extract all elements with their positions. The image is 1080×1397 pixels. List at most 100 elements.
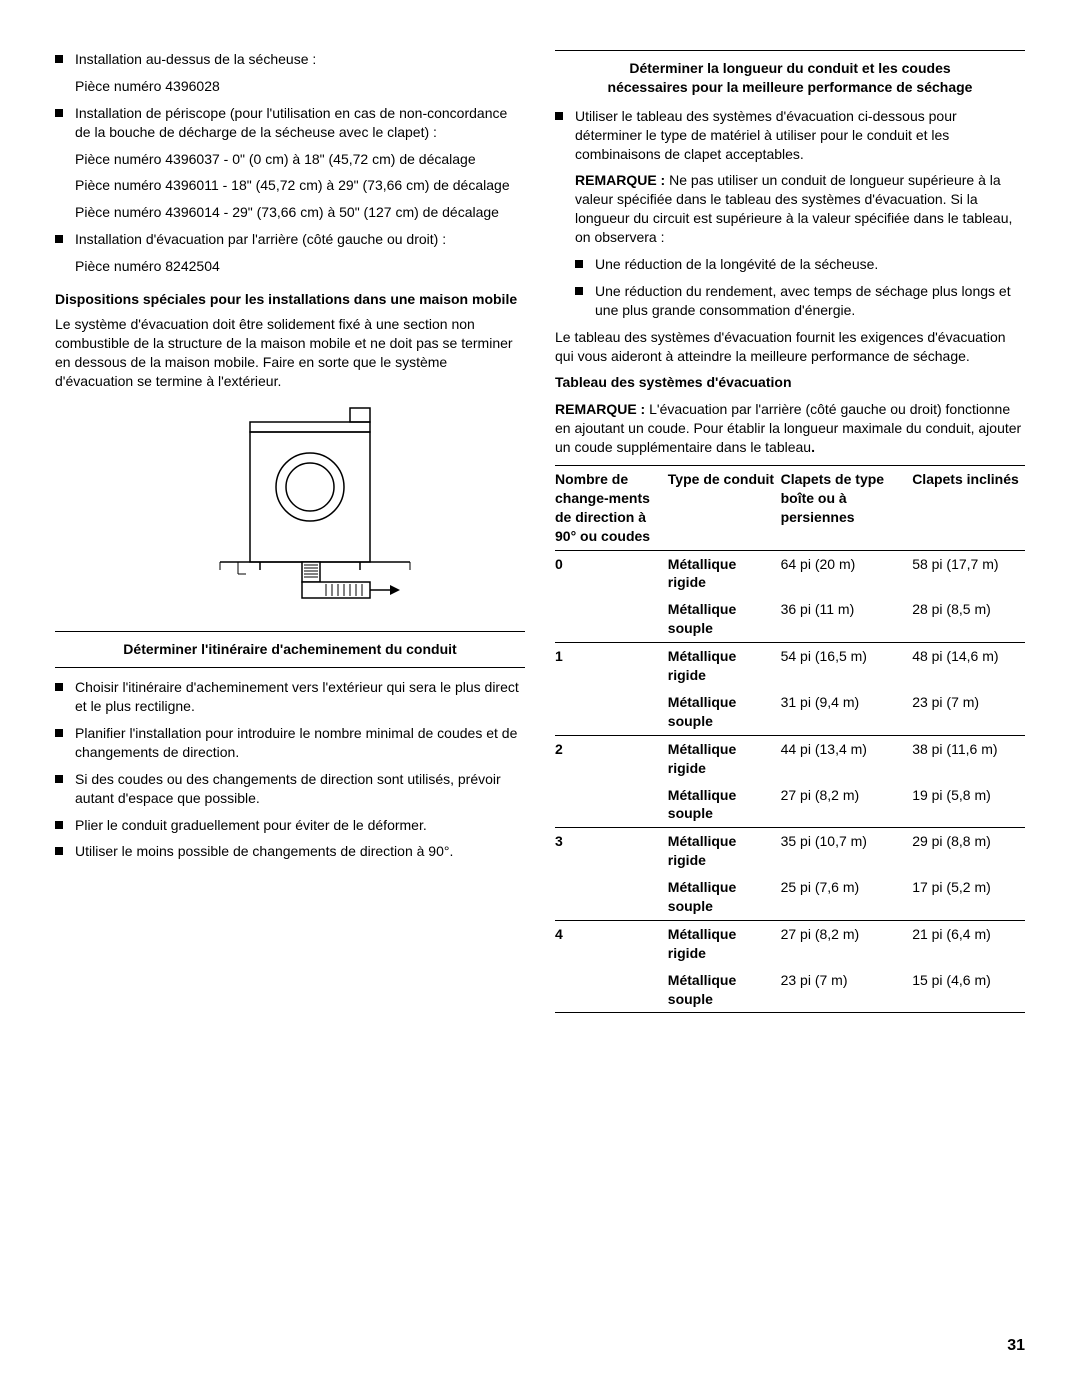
square-bullet-icon — [575, 287, 583, 295]
table-row: Métallique souple27 pi (8,2 m)19 pi (5,8… — [555, 782, 1025, 828]
part-number-text: Pièce numéro 4396014 - 29" (73,66 cm) à … — [75, 203, 525, 222]
cell-type: Métallique souple — [668, 874, 781, 920]
cell-angled-hoods: 19 pi (5,8 m) — [912, 782, 1025, 828]
cell-type: Métallique souple — [668, 596, 781, 642]
table-row: Métallique souple25 pi (7,6 m)17 pi (5,2… — [555, 874, 1025, 920]
right-title: Déterminer la longueur du conduit et les… — [555, 59, 1025, 97]
col-type: Type de conduit — [668, 466, 781, 551]
table-row: Métallique souple36 pi (11 m)28 pi (8,5 … — [555, 596, 1025, 642]
table-row: 4Métallique rigide27 pi (8,2 m)21 pi (6,… — [555, 920, 1025, 966]
cell-angled-hoods: 58 pi (17,7 m) — [912, 550, 1025, 596]
cell-type: Métallique rigide — [668, 550, 781, 596]
cell-box-hoods: 27 pi (8,2 m) — [781, 920, 913, 966]
remarque2-dot: . — [811, 439, 815, 455]
consequence-bullet: Une réduction de la longévité de la séch… — [595, 255, 1025, 274]
mobile-home-paragraph: Le système d'évacuation doit être solide… — [55, 315, 525, 391]
cell-type: Métallique rigide — [668, 735, 781, 781]
square-bullet-icon — [55, 235, 63, 243]
use-table-bullet: Utiliser le tableau des systèmes d'évacu… — [575, 107, 1025, 164]
install-bullet: Installation de périscope (pour l'utilis… — [75, 104, 525, 142]
remarque-label: REMARQUE : — [575, 172, 665, 188]
table-header-row: Nombre de change-ments de direction à 90… — [555, 466, 1025, 551]
col-turns: Nombre de change-ments de direction à 90… — [555, 466, 668, 551]
square-bullet-icon — [55, 821, 63, 829]
col-box-hoods: Clapets de type boîte ou à persiennes — [781, 466, 913, 551]
cell-box-hoods: 54 pi (16,5 m) — [781, 643, 913, 689]
cell-angled-hoods: 48 pi (14,6 m) — [912, 643, 1025, 689]
square-bullet-icon — [55, 683, 63, 691]
cell-turns: 4 — [555, 920, 668, 966]
cell-type: Métallique rigide — [668, 828, 781, 874]
square-bullet-icon — [55, 109, 63, 117]
cell-type: Métallique souple — [668, 689, 781, 735]
square-bullet-icon — [555, 112, 563, 120]
cell-turns: 2 — [555, 735, 668, 781]
cell-box-hoods: 27 pi (8,2 m) — [781, 782, 913, 828]
cell-type: Métallique souple — [668, 967, 781, 1013]
install-bullet: Installation d'évacuation par l'arrière … — [75, 230, 525, 249]
install-bullet: Installation au-dessus de la sécheuse : — [75, 50, 525, 69]
right-title-line1: Déterminer la longueur du conduit et les… — [629, 60, 950, 76]
page-number: 31 — [1007, 1335, 1025, 1357]
route-bullet: Si des coudes ou des changements de dire… — [75, 770, 525, 808]
right-title-line2: nécessaires pour la meilleure performanc… — [608, 79, 973, 95]
part-number-text: Pièce numéro 4396011 - 18" (45,72 cm) à … — [75, 176, 525, 195]
square-bullet-icon — [575, 260, 583, 268]
cell-angled-hoods: 21 pi (6,4 m) — [912, 920, 1025, 966]
right-column: Déterminer la longueur du conduit et les… — [555, 50, 1025, 1013]
cell-type: Métallique rigide — [668, 643, 781, 689]
remarque-paragraph: REMARQUE : Ne pas utiliser un conduit de… — [575, 171, 1025, 247]
part-number-text: Pièce numéro 4396037 - 0" (0 cm) à 18" (… — [75, 150, 525, 169]
cell-box-hoods: 36 pi (11 m) — [781, 596, 913, 642]
cell-angled-hoods: 29 pi (8,8 m) — [912, 828, 1025, 874]
table-row: 2Métallique rigide44 pi (13,4 m)38 pi (1… — [555, 735, 1025, 781]
remarque2-label: REMARQUE : — [555, 401, 645, 417]
cell-turns: 3 — [555, 828, 668, 874]
mobile-home-heading: Dispositions spéciales pour les installa… — [55, 290, 525, 309]
table-row: 0Métallique rigide64 pi (20 m)58 pi (17,… — [555, 550, 1025, 596]
vent-system-table: Nombre de change-ments de direction à 90… — [555, 465, 1025, 1013]
cell-box-hoods: 31 pi (9,4 m) — [781, 689, 913, 735]
cell-angled-hoods: 15 pi (4,6 m) — [912, 967, 1025, 1013]
square-bullet-icon — [55, 775, 63, 783]
route-bullet: Utiliser le moins possible de changement… — [75, 842, 525, 861]
table-intro-paragraph: Le tableau des systèmes d'évacuation fou… — [555, 328, 1025, 366]
part-number-text: Pièce numéro 8242504 — [75, 257, 525, 276]
cell-angled-hoods: 17 pi (5,2 m) — [912, 874, 1025, 920]
part-number-text: Pièce numéro 4396028 — [75, 77, 525, 96]
cell-turns: 0 — [555, 550, 668, 596]
cell-box-hoods: 35 pi (10,7 m) — [781, 828, 913, 874]
table-row: 1Métallique rigide54 pi (16,5 m)48 pi (1… — [555, 643, 1025, 689]
cell-turns — [555, 874, 668, 920]
cell-turns: 1 — [555, 643, 668, 689]
square-bullet-icon — [55, 55, 63, 63]
route-bullet: Planifier l'installation pour introduire… — [75, 724, 525, 762]
remarque2-paragraph: REMARQUE : L'évacuation par l'arrière (c… — [555, 400, 1025, 457]
table-row: Métallique souple23 pi (7 m)15 pi (4,6 m… — [555, 967, 1025, 1013]
cell-box-hoods: 44 pi (13,4 m) — [781, 735, 913, 781]
cell-box-hoods: 64 pi (20 m) — [781, 550, 913, 596]
table-row: 3Métallique rigide35 pi (10,7 m)29 pi (8… — [555, 828, 1025, 874]
consequence-bullet: Une réduction du rendement, avec temps d… — [595, 282, 1025, 320]
square-bullet-icon — [55, 847, 63, 855]
cell-turns — [555, 782, 668, 828]
vent-table-heading: Tableau des systèmes d'évacuation — [555, 373, 1025, 392]
left-column: Installation au-dessus de la sécheuse : P… — [55, 50, 525, 1013]
cell-turns — [555, 596, 668, 642]
col-angled-hoods: Clapets inclinés — [912, 466, 1025, 551]
cell-turns — [555, 689, 668, 735]
cell-box-hoods: 25 pi (7,6 m) — [781, 874, 913, 920]
cell-type: Métallique rigide — [668, 920, 781, 966]
route-heading: Déterminer l'itinéraire d'acheminement d… — [55, 631, 525, 668]
square-bullet-icon — [55, 729, 63, 737]
route-bullet: Choisir l'itinéraire d'acheminement vers… — [75, 678, 525, 716]
mobile-home-diagram — [55, 402, 525, 617]
cell-angled-hoods: 23 pi (7 m) — [912, 689, 1025, 735]
cell-angled-hoods: 38 pi (11,6 m) — [912, 735, 1025, 781]
cell-type: Métallique souple — [668, 782, 781, 828]
cell-turns — [555, 967, 668, 1013]
table-row: Métallique souple31 pi (9,4 m)23 pi (7 m… — [555, 689, 1025, 735]
cell-box-hoods: 23 pi (7 m) — [781, 967, 913, 1013]
cell-angled-hoods: 28 pi (8,5 m) — [912, 596, 1025, 642]
route-bullet: Plier le conduit graduellement pour évit… — [75, 816, 525, 835]
